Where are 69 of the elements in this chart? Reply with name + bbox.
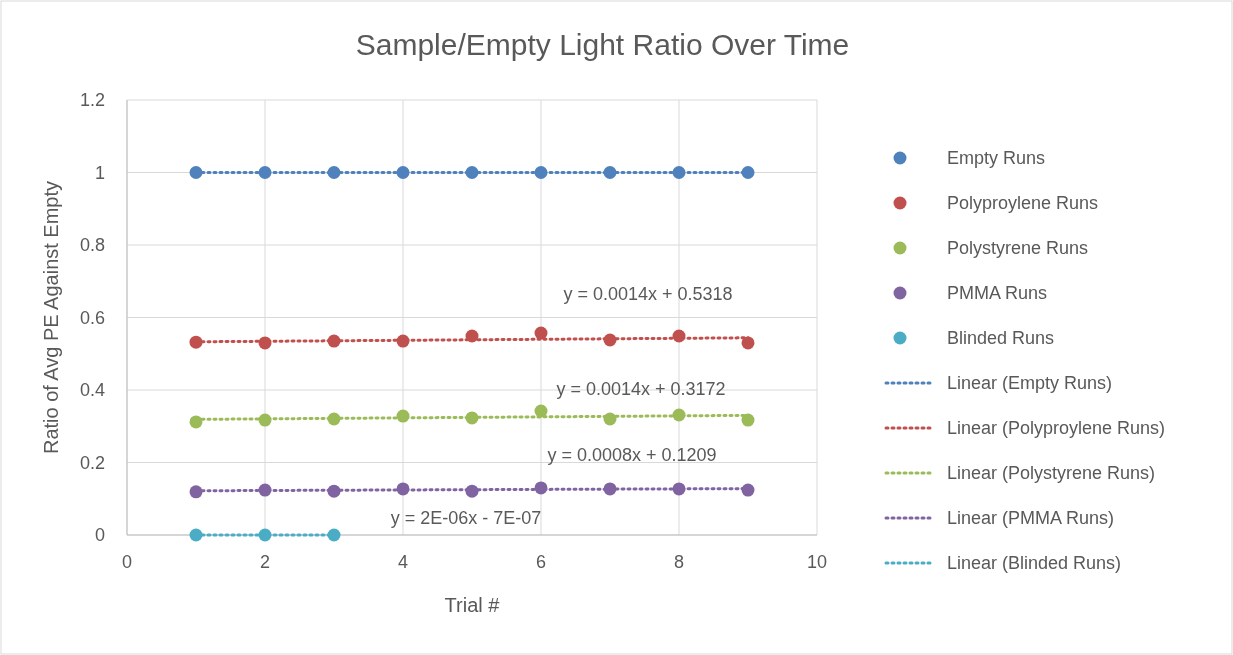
point [327,484,341,498]
chart-title: Sample/Empty Light Ratio Over Time [355,28,850,61]
legend-label: Linear (Blinded Runs) [947,553,1122,573]
point [396,482,410,496]
y-tick-label: 0 [94,525,105,545]
point [741,336,755,350]
point [603,412,617,426]
point [189,528,203,542]
point [534,326,548,340]
point [672,166,686,179]
annotation: y = 0.0014x + 0.3172 [556,379,726,399]
x-tick-label: 2 [259,552,271,572]
y-axis-title: Ratio of Avg PE Against Empty [40,180,62,455]
point [465,329,479,343]
x-axis-title: Trial # [444,594,501,616]
y-tick-label: 0.4 [79,380,105,400]
point [258,166,272,179]
y-tick-label: 0.8 [79,235,105,255]
point [258,483,272,497]
point [258,413,272,427]
point [396,409,410,423]
point [327,166,341,179]
legend-label: Linear (Empty Runs) [947,373,1113,393]
point [741,166,755,179]
point [189,485,203,499]
legend-label: Linear (PMMA Runs) [947,508,1115,528]
x-tick-label: 8 [673,552,685,572]
legend-label: Empty Runs [947,148,1046,168]
point [465,411,479,425]
point [189,166,203,179]
point [327,528,341,542]
point [534,404,548,418]
point [603,333,617,347]
point [258,336,272,350]
point [534,481,548,495]
point [327,412,341,426]
point [396,334,410,348]
point [534,166,548,179]
point [672,329,686,343]
point [327,334,341,348]
y-tick-label: 1.2 [79,90,105,110]
legend-label: Blinded Runs [947,328,1055,348]
x-tick-label: 10 [806,552,828,572]
point [741,413,755,427]
point [189,335,203,349]
point [465,166,479,179]
legend-label: Polystyrene Runs [947,238,1089,258]
point [603,482,617,496]
point [672,408,686,422]
point [258,528,272,542]
annotation: y = 0.0014x + 0.5318 [563,284,733,304]
annotation: y = 0.0008x + 0.1209 [547,445,717,465]
point [672,482,686,496]
point [465,484,479,498]
annotation: y = 2E-06x - 7E-07 [390,508,542,528]
x-tick-label: 0 [121,552,133,572]
y-tick-label: 0.2 [79,452,105,473]
y-tick-label: 0.6 [79,307,105,328]
point [603,166,617,179]
point [396,166,410,179]
y-tick-label: 1 [94,162,105,183]
point [189,415,203,429]
legend-label: Polyproylene Runs [947,193,1099,213]
x-tick-label: 6 [535,552,547,572]
point [741,483,755,497]
legend-label: Linear (Polystyrene Runs) [947,463,1156,483]
legend-label: Linear (Polyproylene Runs) [947,418,1166,438]
x-tick-label: 4 [397,552,409,572]
legend-label: PMMA Runs [947,283,1048,303]
